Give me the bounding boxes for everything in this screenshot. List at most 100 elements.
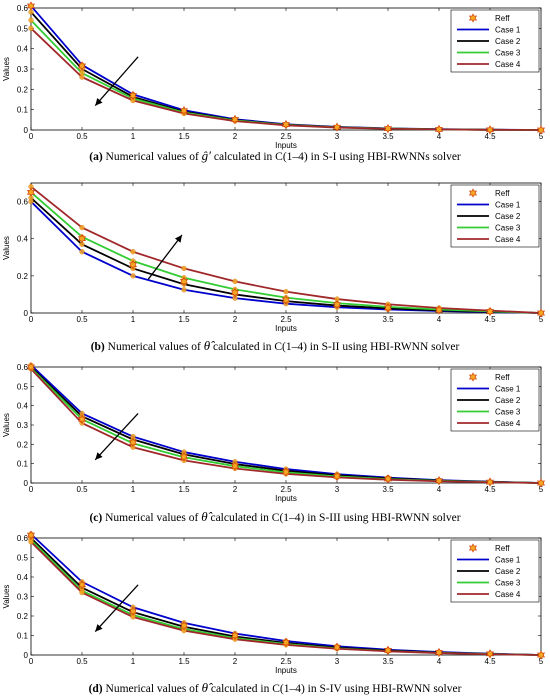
x-tick-label: 3 <box>335 657 340 666</box>
x-axis-label: Inputs <box>275 141 297 150</box>
y-tick-label: 0.2 <box>17 612 29 621</box>
caption-prefix: Numerical values of <box>105 512 198 524</box>
reference-point <box>434 124 444 135</box>
trend-arrow-head <box>95 98 103 106</box>
series-point <box>232 278 238 285</box>
legend-label: Case 1 <box>495 385 521 394</box>
reference-point <box>179 276 189 287</box>
y-tick-label: 0.5 <box>17 24 29 33</box>
y-tick-label: 0.5 <box>17 554 29 563</box>
reference-point <box>77 61 87 71</box>
x-axis-label: Inputs <box>275 324 297 333</box>
y-axis-label: Values <box>2 585 11 609</box>
series-point <box>79 224 85 231</box>
chart-panel-b: 0 0.5 1 1.5 2 2.5 3 3.5 4 4.5 5 0 0.2 0.4 0.6 Inputs Val… <box>2 182 546 353</box>
series-point <box>79 589 85 596</box>
x-tick-label: 2 <box>233 657 238 666</box>
legend-label: Case 3 <box>495 579 521 588</box>
y-tick-label: 0 <box>24 126 29 135</box>
x-axis-label: Inputs <box>275 494 297 503</box>
reference-point <box>383 123 393 134</box>
reference-point <box>179 621 189 631</box>
caption-prefix: Numerical values of <box>106 151 199 163</box>
legend: Reff Case 1 Case 2 Case 3 Case 4 <box>450 9 540 73</box>
reference-point <box>383 474 393 484</box>
panel-caption: (d) Numerical values of θ̂ calculated in… <box>89 680 462 695</box>
y-tick-label: 0.6 <box>17 534 29 543</box>
legend-label: Case 4 <box>495 235 521 244</box>
legend-label: Case 2 <box>495 212 521 221</box>
reference-point <box>536 308 546 318</box>
series-point <box>130 273 136 279</box>
x-tick-label: 1.5 <box>178 485 190 494</box>
x-tick-label: 2.5 <box>280 132 292 141</box>
x-tick-label: 0.5 <box>76 485 88 494</box>
x-tick-label: 1 <box>131 132 136 141</box>
reference-point <box>230 287 240 298</box>
x-tick-label: 3.5 <box>382 657 394 666</box>
y-tick-label: 0.1 <box>17 106 29 115</box>
y-tick-label: 0 <box>24 479 29 488</box>
trend-arrow-head <box>95 624 103 632</box>
legend-label: Case 3 <box>495 408 521 417</box>
y-axis-label: Values <box>2 57 11 81</box>
x-tick-label: 0.5 <box>76 132 88 141</box>
reference-point <box>332 122 342 132</box>
reference-point <box>230 630 240 641</box>
chart-panel-d: 0 0.5 1 1.5 2 2.5 3 3.5 4 4.5 5 0 0.1 0.2 0.3 0.4 0.5 0.6… <box>2 530 546 695</box>
series-point <box>79 74 85 80</box>
legend-label: Case 3 <box>495 224 521 233</box>
caption-prefix: Numerical values of <box>108 341 201 353</box>
reference-point <box>128 90 138 101</box>
y-tick-label: 0.1 <box>17 632 29 641</box>
x-tick-label: 3 <box>335 132 340 141</box>
reference-point <box>281 295 291 305</box>
x-tick-label: 4 <box>437 132 442 141</box>
x-tick-label: 3 <box>335 485 340 494</box>
y-tick-label: 0 <box>24 309 29 318</box>
reference-point <box>281 637 291 647</box>
reference-point <box>26 1 36 11</box>
y-tick-label: 0.4 <box>17 235 29 244</box>
reference-point <box>281 119 291 130</box>
caption-suffix: calculated in C(1–4) in S-I using HBI-RW… <box>214 151 461 163</box>
x-axis-label: Inputs <box>275 666 297 675</box>
reference-point <box>26 187 36 197</box>
x-tick-label: 1.5 <box>178 315 190 324</box>
y-axis-label: Values <box>2 236 11 260</box>
legend-label: Reff <box>495 189 510 198</box>
panel-caption: (a) Numerical values of ĝ′ calculated in… <box>89 148 461 163</box>
panel-caption: (b) Numerical values of θ̂ calculated in… <box>91 338 460 353</box>
caption-tag: (d) <box>89 683 103 695</box>
x-tick-label: 2 <box>233 132 238 141</box>
y-tick-label: 0.5 <box>17 382 29 391</box>
legend-marker-reff <box>468 13 478 23</box>
y-tick-label: 0.2 <box>17 272 29 281</box>
legend-label: Case 1 <box>495 26 521 35</box>
series-point <box>28 539 34 545</box>
reference-point <box>179 106 189 116</box>
y-tick-label: 0.1 <box>17 460 29 469</box>
reference-point <box>128 606 138 616</box>
x-tick-label: 0 <box>29 657 34 666</box>
x-tick-label: 4 <box>437 315 442 324</box>
y-tick-label: 0.4 <box>17 573 29 582</box>
series-point <box>181 287 187 293</box>
chart-panel-c: 0 0.5 1 1.5 2 2.5 3 3.5 4 4.5 5 0 0.1 0.2 0.3 0.4 0.5 0.6… <box>2 362 546 524</box>
legend-label: Case 4 <box>495 590 521 599</box>
x-tick-label: 0 <box>29 315 34 324</box>
reference-point <box>281 467 291 477</box>
reference-point <box>128 260 138 270</box>
legend-label: Case 1 <box>495 556 521 565</box>
trend-arrow <box>94 412 139 461</box>
reference-point <box>383 303 393 313</box>
legend-label: Case 2 <box>495 396 521 405</box>
reference-point <box>485 649 495 659</box>
legend-label: Reff <box>495 373 510 382</box>
y-tick-label: 0.6 <box>17 363 29 372</box>
y-axis-label: Values <box>2 413 11 437</box>
series-point <box>79 249 85 255</box>
x-tick-label: 1 <box>131 315 136 324</box>
legend-label: Reff <box>495 14 510 23</box>
